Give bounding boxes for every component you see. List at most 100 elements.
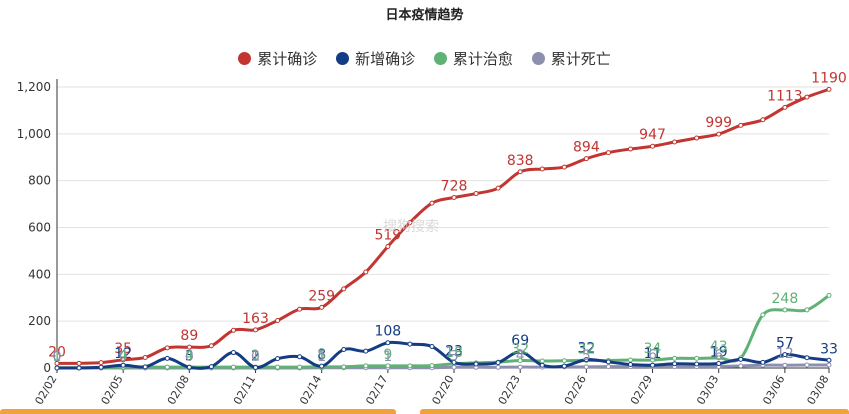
data-label: 1 xyxy=(53,349,62,365)
data-point xyxy=(297,364,303,370)
data-point xyxy=(385,243,391,249)
data-point xyxy=(760,359,766,365)
data-point xyxy=(164,364,170,370)
data-label: 12 xyxy=(114,346,132,362)
legend-dot-icon xyxy=(238,52,252,65)
legend-label: 累计治愈 xyxy=(452,50,513,68)
x-tick-label: 03/03 xyxy=(694,373,721,407)
data-label: 4 xyxy=(516,348,525,364)
data-point xyxy=(583,364,589,370)
data-point xyxy=(716,355,722,361)
data-label: 23 xyxy=(445,343,463,359)
data-point xyxy=(98,360,104,366)
data-point xyxy=(716,131,722,137)
watermark: 搜狗搜索 xyxy=(383,219,439,235)
data-label: 3 xyxy=(185,348,194,364)
data-label: 1190 xyxy=(811,70,847,86)
y-tick-label: 1,000 xyxy=(17,127,51,141)
x-tick-label: 02/29 xyxy=(628,373,655,407)
data-point xyxy=(826,86,832,92)
data-label: 5 xyxy=(582,348,591,364)
data-point xyxy=(495,185,501,191)
data-point xyxy=(627,146,633,152)
legend-dot-icon xyxy=(531,52,545,65)
legend-item-cumulative-confirmed[interactable]: 累计确诊 xyxy=(238,48,317,69)
data-point xyxy=(275,317,281,323)
data-label: 1113 xyxy=(767,88,803,104)
data-point xyxy=(605,364,611,370)
data-point xyxy=(429,363,435,369)
data-label: 32 xyxy=(577,342,595,358)
data-point xyxy=(760,312,766,318)
legend-item-cumulative-deaths[interactable]: 累计死亡 xyxy=(531,48,611,69)
legend-dot-icon xyxy=(433,52,447,65)
data-point xyxy=(319,363,325,369)
y-tick-label: 800 xyxy=(28,174,51,188)
data-point xyxy=(672,139,678,145)
x-tick-label: 03/06 xyxy=(760,373,787,407)
data-point xyxy=(826,362,832,368)
data-point xyxy=(738,363,744,369)
data-point xyxy=(605,359,611,365)
x-tick-label: 03/08 xyxy=(804,373,831,407)
data-point xyxy=(142,354,148,360)
data-point xyxy=(230,350,236,356)
x-tick-label: 02/23 xyxy=(496,373,523,407)
data-point xyxy=(583,156,589,162)
data-point xyxy=(738,356,744,362)
data-label: 163 xyxy=(242,311,269,327)
data-point xyxy=(694,355,700,361)
data-point xyxy=(319,304,325,310)
x-tick-label: 02/02 xyxy=(32,373,59,407)
data-point xyxy=(407,341,413,347)
data-label: 19 xyxy=(710,345,728,361)
x-tick-label: 02/08 xyxy=(165,373,192,407)
data-point xyxy=(98,364,104,370)
data-point xyxy=(650,143,656,149)
data-point xyxy=(363,269,369,275)
data-point xyxy=(54,365,60,371)
data-label: 57 xyxy=(776,336,794,352)
data-label: 0 xyxy=(53,349,62,365)
data-point xyxy=(517,364,523,370)
legend: 累计确诊 新增确诊 累计治愈 累计死亡 xyxy=(0,48,849,69)
data-point xyxy=(363,348,369,354)
data-label: 2 xyxy=(251,349,260,365)
data-label: 9 xyxy=(383,347,392,363)
data-point xyxy=(517,169,523,175)
data-point xyxy=(385,363,391,369)
bottom-bar-left xyxy=(0,409,396,414)
data-point xyxy=(782,362,788,368)
data-label: 33 xyxy=(820,341,838,357)
data-point xyxy=(716,361,722,367)
data-point xyxy=(605,150,611,156)
bottom-bar-right xyxy=(420,409,849,414)
data-point xyxy=(407,220,413,226)
data-label: 20 xyxy=(48,344,66,360)
data-label: 0 xyxy=(185,349,194,365)
data-label: 6 xyxy=(714,348,723,364)
data-label: 34 xyxy=(644,341,662,357)
data-point xyxy=(826,292,832,298)
data-point xyxy=(561,164,567,170)
data-point xyxy=(186,344,192,350)
legend-item-cumulative-recovered[interactable]: 累计治愈 xyxy=(433,48,513,69)
data-point xyxy=(694,361,700,367)
legend-item-new-confirmed[interactable]: 新增确诊 xyxy=(336,48,415,69)
data-point xyxy=(517,358,523,364)
data-point xyxy=(253,327,259,333)
data-label: 3 xyxy=(450,348,459,364)
data-point xyxy=(694,135,700,141)
data-label: 43 xyxy=(710,339,728,355)
data-label: 35 xyxy=(114,341,132,357)
x-tick-label: 02/14 xyxy=(297,373,324,407)
data-point xyxy=(208,343,214,349)
data-point xyxy=(230,364,236,370)
data-point xyxy=(76,360,82,366)
data-label: 108 xyxy=(374,324,401,340)
data-point xyxy=(253,365,259,371)
data-point xyxy=(627,357,633,363)
data-label: 248 xyxy=(772,291,799,307)
data-point xyxy=(451,359,457,365)
data-point xyxy=(782,307,788,313)
